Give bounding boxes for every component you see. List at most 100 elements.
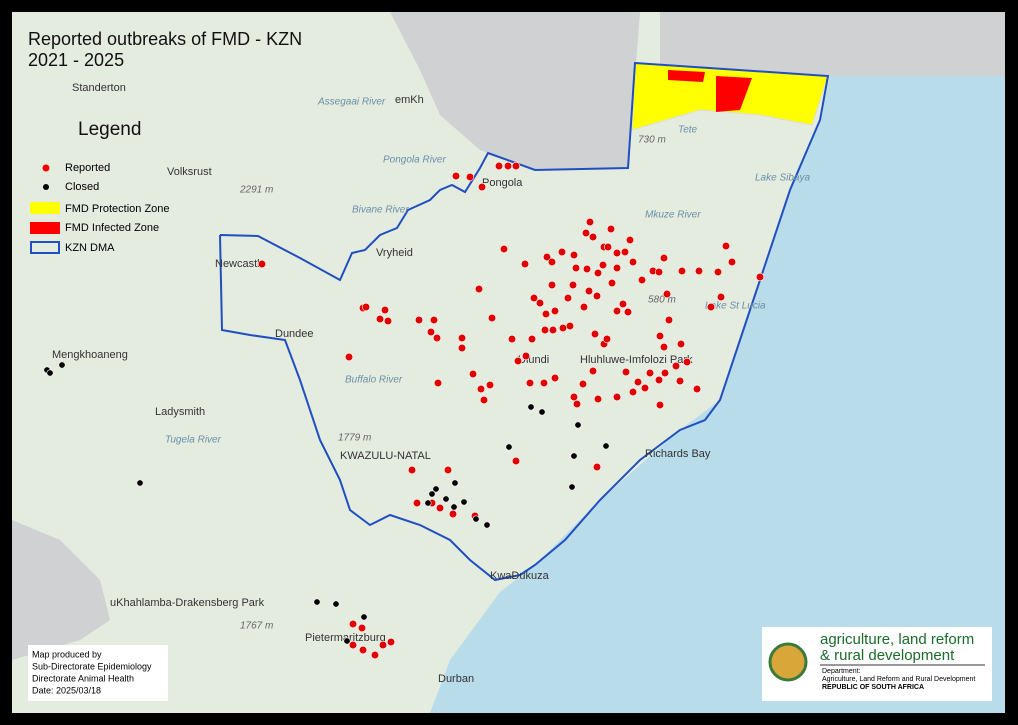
outbreak-reported: [606, 224, 616, 234]
outbreak-reported: [527, 334, 537, 344]
outbreak-reported: [654, 375, 664, 385]
outbreak-reported: [628, 257, 638, 267]
outbreak-reported: [584, 286, 594, 296]
outbreak-reported: [547, 280, 557, 290]
outbreak-reported: [358, 645, 368, 655]
outbreak-reported: [588, 366, 598, 376]
outbreak-reported: [727, 257, 737, 267]
outbreak-reported: [579, 302, 589, 312]
outbreak-reported: [569, 392, 579, 402]
credit-line: Sub-Directorate Epidemiology: [32, 661, 152, 671]
outbreak-reported: [558, 323, 568, 333]
logo-country: REPUBLIC OF SOUTH AFRICA: [822, 684, 924, 691]
kzn-dma-boundary: [219, 61, 830, 582]
outbreak-reported: [588, 232, 598, 242]
infected-zone: [716, 76, 752, 112]
outbreak-closed: [460, 498, 468, 506]
place-label: Volksrust: [167, 166, 212, 178]
outbreak-reported: [676, 339, 686, 349]
outbreak-reported: [592, 291, 602, 301]
outbreak-reported: [593, 268, 603, 278]
river-label: Bivane River: [352, 205, 409, 216]
outbreak-reported: [713, 267, 723, 277]
credit-line: Date: 2025/03/18: [32, 685, 101, 695]
outbreak-reported: [603, 242, 613, 252]
outbreak-reported: [499, 244, 509, 254]
legend-entry: FMD Infected Zone: [65, 222, 159, 234]
outbreak-reported: [520, 259, 530, 269]
legend-entry: Reported: [65, 162, 110, 174]
outbreak-closed: [538, 408, 546, 416]
credit-line: Directorate Animal Health: [32, 673, 134, 683]
outbreak-reported: [451, 171, 461, 181]
place-label: Durban: [438, 673, 474, 685]
outbreak-closed: [505, 443, 513, 451]
outbreak-reported: [414, 315, 424, 325]
outbreak-reported: [655, 400, 665, 410]
map-title: Reported outbreaks of FMD - KZN: [28, 29, 302, 49]
outbreak-reported: [468, 369, 478, 379]
outbreak-closed: [136, 479, 144, 487]
outbreak-reported: [721, 241, 731, 251]
outbreak-reported: [503, 161, 513, 171]
outbreak-reported: [494, 161, 504, 171]
place-label: Lake Sibaya: [755, 173, 810, 184]
outbreak-reported: [671, 361, 681, 371]
outbreak-reported: [457, 343, 467, 353]
place-label: Mengkhoaneng: [52, 349, 128, 361]
outbreak-reported: [548, 325, 558, 335]
outbreak-reported: [654, 267, 664, 277]
place-label: Pongola: [482, 177, 523, 189]
coat-of-arms: [768, 642, 808, 682]
river-label: Mkuze River: [645, 210, 701, 221]
outbreak-reported: [659, 342, 669, 352]
outbreak-reported: [628, 387, 638, 397]
outbreak-reported: [582, 264, 592, 274]
legend-symbol: [30, 241, 60, 254]
outbreak-reported: [660, 368, 670, 378]
outbreak-reported: [621, 367, 631, 377]
outbreak-reported: [465, 172, 475, 182]
map-subtitle: 2021 - 2025: [28, 50, 124, 70]
outbreak-reported: [432, 333, 442, 343]
outbreak-reported: [637, 275, 647, 285]
outbreak-reported: [542, 252, 552, 262]
place-label: Tete: [678, 125, 698, 136]
outbreak-closed: [343, 637, 351, 645]
legend-entry: Closed: [65, 181, 99, 193]
outbreak-reported: [557, 247, 567, 257]
outbreak-reported: [592, 462, 602, 472]
outbreak-reported: [640, 383, 650, 393]
logo-name: & rural development: [820, 647, 955, 664]
place-label: Vryheid: [376, 247, 413, 259]
outbreak-reported: [664, 315, 674, 325]
outbreak-closed: [602, 442, 610, 450]
outbreak-reported: [585, 217, 595, 227]
outbreak-reported: [547, 257, 557, 267]
altitude-label: 580 m: [648, 295, 676, 306]
river-label: Pongola River: [383, 155, 446, 166]
place-label: Ladysmith: [155, 406, 205, 418]
outbreak-reported: [457, 333, 467, 343]
outbreak-reported: [550, 373, 560, 383]
outbreak-reported: [612, 248, 622, 258]
outbreak-closed: [442, 495, 450, 503]
outbreak-reported: [433, 378, 443, 388]
outbreak-reported: [568, 280, 578, 290]
outbreak-reported: [357, 623, 367, 633]
outbreak-closed: [451, 479, 459, 487]
outbreak-reported: [677, 266, 687, 276]
legend-symbol: [42, 164, 50, 172]
outbreak-reported: [429, 315, 439, 325]
neighbour-country: [660, 12, 1005, 76]
outbreak-reported: [572, 399, 582, 409]
outbreak-reported: [541, 309, 551, 319]
outbreak-reported: [370, 650, 380, 660]
outbreak-reported: [487, 313, 497, 323]
outbreak-reported: [521, 351, 531, 361]
outbreak-reported: [412, 498, 422, 508]
neighbour-country: [12, 520, 110, 660]
place-label: Dundee: [275, 328, 314, 340]
outbreak-reported: [623, 307, 633, 317]
